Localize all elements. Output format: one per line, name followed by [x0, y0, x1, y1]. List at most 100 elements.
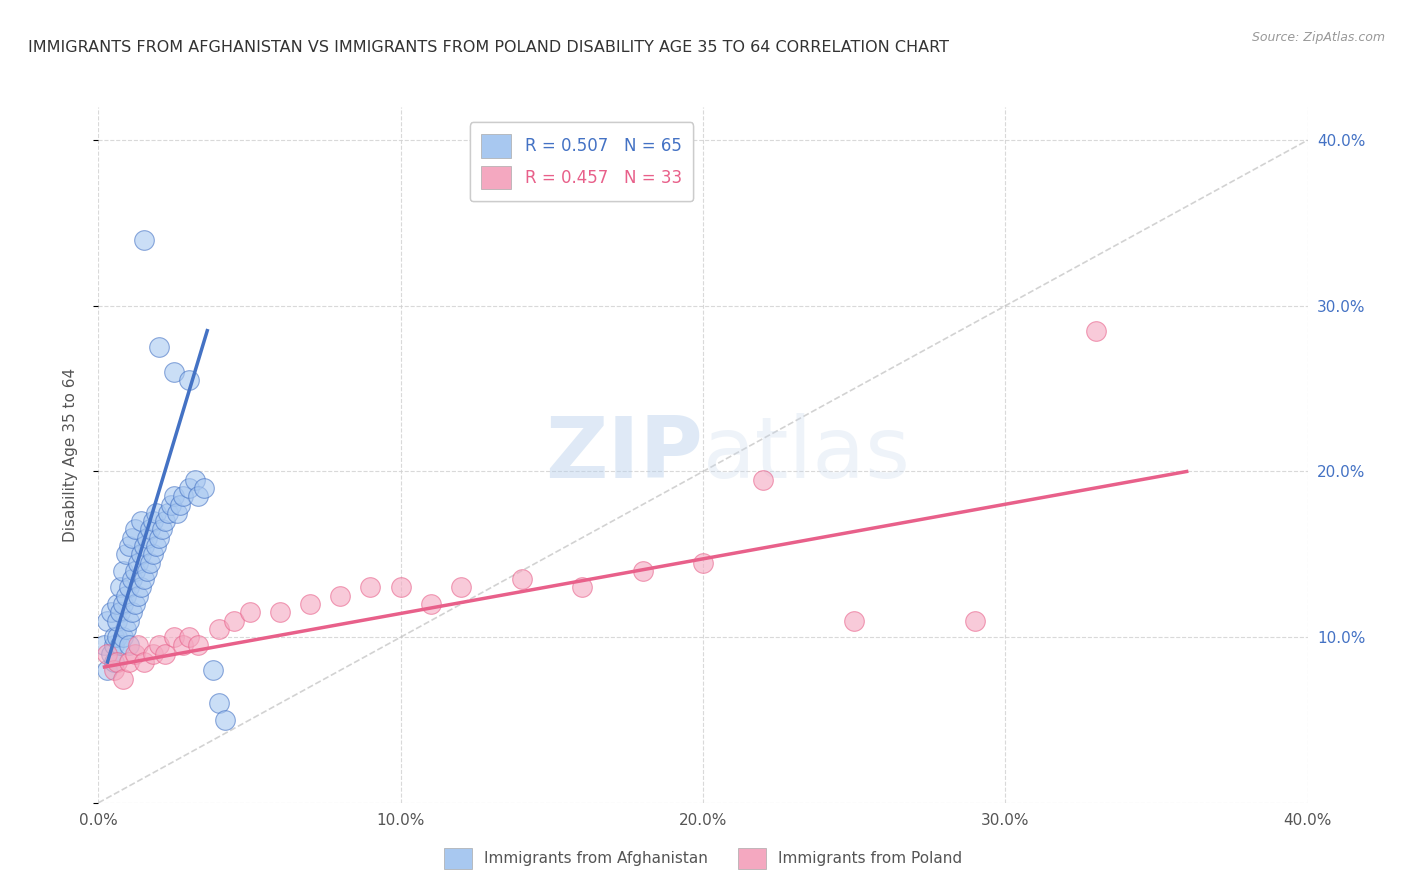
Point — [169, 498, 191, 512]
Point — [166, 506, 188, 520]
Point — [132, 233, 155, 247]
Text: IMMIGRANTS FROM AFGHANISTAN VS IMMIGRANTS FROM POLAND DISABILITY AGE 35 TO 64 CO: IMMIGRANTS FROM AFGHANISTAN VS IMMIGRANT… — [28, 40, 949, 55]
Point — [111, 564, 134, 578]
Point — [139, 556, 162, 570]
Point — [118, 614, 141, 628]
Point — [163, 630, 186, 644]
Point — [179, 373, 201, 387]
Point — [100, 647, 122, 661]
Point — [148, 531, 170, 545]
Point — [148, 340, 170, 354]
Point — [142, 547, 165, 561]
Point — [184, 473, 207, 487]
Y-axis label: Disability Age 35 to 64: Disability Age 35 to 64 — [63, 368, 77, 542]
Point — [96, 663, 118, 677]
Point — [129, 581, 152, 595]
Point — [93, 639, 115, 653]
Point — [187, 489, 209, 503]
Point — [202, 663, 225, 677]
Point — [118, 639, 141, 653]
Point — [132, 572, 155, 586]
Point — [179, 481, 201, 495]
Point — [135, 531, 157, 545]
Point — [114, 622, 136, 636]
Point — [269, 605, 291, 619]
Point — [105, 655, 128, 669]
Point — [148, 639, 170, 653]
Legend: R = 0.507   N = 65, R = 0.457   N = 33: R = 0.507 N = 65, R = 0.457 N = 33 — [470, 122, 693, 202]
Point — [121, 605, 143, 619]
Point — [121, 531, 143, 545]
Text: Source: ZipAtlas.com: Source: ZipAtlas.com — [1251, 31, 1385, 45]
Point — [118, 655, 141, 669]
Point — [118, 581, 141, 595]
Point — [420, 597, 443, 611]
Point — [105, 597, 128, 611]
Point — [160, 498, 183, 512]
Point — [108, 639, 131, 653]
Point — [124, 647, 146, 661]
Point — [145, 506, 167, 520]
Point — [111, 672, 134, 686]
Point — [103, 663, 125, 677]
Point — [118, 539, 141, 553]
Point — [172, 489, 194, 503]
Point — [179, 630, 201, 644]
Point — [965, 614, 987, 628]
Point — [145, 539, 167, 553]
Point — [124, 597, 146, 611]
Point — [127, 556, 149, 570]
Point — [127, 589, 149, 603]
Point — [111, 630, 134, 644]
Point — [103, 639, 125, 653]
Point — [135, 564, 157, 578]
Legend: Immigrants from Afghanistan, Immigrants from Poland: Immigrants from Afghanistan, Immigrants … — [437, 841, 969, 875]
Point — [132, 539, 155, 553]
Point — [129, 547, 152, 561]
Point — [111, 597, 134, 611]
Point — [692, 556, 714, 570]
Point — [121, 572, 143, 586]
Point — [389, 581, 412, 595]
Point — [163, 489, 186, 503]
Point — [752, 473, 775, 487]
Point — [139, 523, 162, 537]
Point — [114, 547, 136, 561]
Point — [510, 572, 533, 586]
Point — [105, 614, 128, 628]
Point — [103, 655, 125, 669]
Point — [96, 647, 118, 661]
Point — [214, 713, 236, 727]
Point — [108, 605, 131, 619]
Text: atlas: atlas — [703, 413, 911, 497]
Point — [114, 589, 136, 603]
Point — [224, 614, 246, 628]
Point — [571, 581, 593, 595]
Point — [208, 622, 231, 636]
Point — [124, 564, 146, 578]
Point — [100, 605, 122, 619]
Point — [450, 581, 472, 595]
Point — [124, 523, 146, 537]
Point — [142, 647, 165, 661]
Point — [187, 639, 209, 653]
Point — [329, 589, 352, 603]
Point — [103, 630, 125, 644]
Point — [193, 481, 215, 495]
Point — [631, 564, 654, 578]
Point — [153, 647, 176, 661]
Point — [127, 639, 149, 653]
Point — [1085, 324, 1108, 338]
Point — [156, 506, 179, 520]
Point — [96, 614, 118, 628]
Point — [150, 523, 173, 537]
Point — [142, 514, 165, 528]
Point — [108, 581, 131, 595]
Point — [239, 605, 262, 619]
Point — [132, 655, 155, 669]
Point — [172, 639, 194, 653]
Point — [163, 365, 186, 379]
Point — [153, 514, 176, 528]
Point — [129, 514, 152, 528]
Point — [105, 630, 128, 644]
